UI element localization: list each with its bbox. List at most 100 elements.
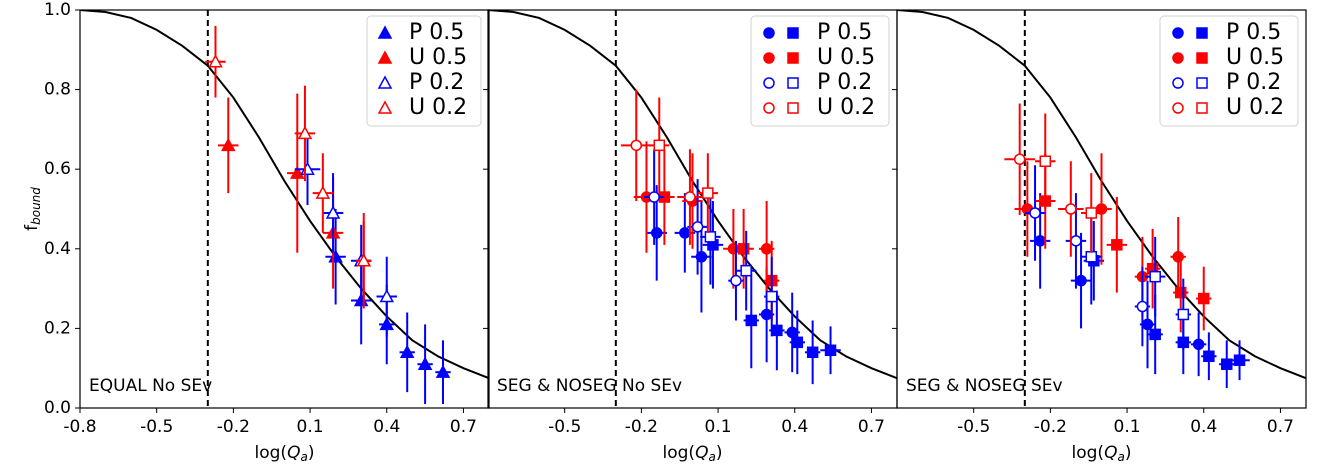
y-axis-label-part: bound (29, 187, 43, 225)
legend-label: U 0.5 (409, 45, 467, 70)
data-point (630, 139, 643, 152)
data-point (791, 336, 804, 349)
legend-marker (763, 102, 775, 114)
x-tick-label: 0.4 (781, 417, 808, 437)
data-point (1203, 350, 1215, 363)
legend-label: U 0.2 (1226, 95, 1284, 120)
data-point (220, 137, 236, 152)
legend-label: P 0.5 (409, 20, 464, 45)
data-point (824, 344, 837, 357)
data-point (1029, 207, 1041, 219)
legend-label: U 0.2 (409, 95, 467, 120)
data-point (1013, 153, 1026, 165)
x-axis-label-part: a (300, 450, 307, 464)
x-axis-label-part: Q (695, 443, 708, 463)
data-point (325, 205, 341, 219)
data-point (771, 324, 783, 337)
x-tick-label: -0.2 (625, 417, 658, 437)
data-point (356, 253, 372, 267)
legend-label: U 0.2 (817, 95, 875, 120)
data-point (1085, 207, 1098, 219)
legend-marker (763, 77, 775, 89)
data-point (760, 308, 773, 321)
x-axis-label-part: a (708, 450, 715, 464)
y-axis-label-part: f (22, 224, 42, 231)
y-tick-label: 0.8 (44, 80, 71, 100)
plot-area (80, 10, 489, 408)
x-tick-label: 0.1 (297, 417, 324, 437)
data-point (737, 243, 750, 255)
y-tick-label: 0.6 (44, 159, 71, 179)
y-tick-label: 1.0 (44, 0, 71, 20)
data-point (1085, 251, 1098, 263)
legend-marker (377, 100, 393, 114)
legend-marker (787, 102, 799, 114)
data-point (379, 288, 395, 303)
x-axis-label: log(Qa) (663, 443, 723, 464)
x-axis-label-part: a (1117, 450, 1124, 464)
x-axis-label: log(Qa) (255, 443, 315, 464)
data-point (1174, 286, 1187, 299)
legend-marker (1196, 102, 1208, 114)
x-axis-label-part: log( (663, 443, 696, 463)
data-point (806, 346, 819, 359)
x-tick-label: 0.4 (1190, 417, 1217, 437)
y-tick-label: 0.4 (44, 239, 71, 259)
panel-frame (896, 9, 1307, 409)
data-point (695, 251, 708, 263)
data-point (1065, 203, 1077, 215)
x-tick-label: -0.5 (140, 417, 173, 437)
panel-annotation: SEG & NOSEG SEv (906, 376, 1063, 396)
legend-marker (1172, 52, 1184, 64)
data-point (760, 243, 773, 255)
plot-area (488, 10, 897, 408)
data-point (297, 125, 313, 140)
x-tick-label: 0.7 (858, 417, 885, 437)
data-point (684, 191, 696, 203)
data-point (740, 264, 752, 277)
x-tick-label: 0.7 (450, 417, 477, 437)
x-tick-label: -0.2 (1034, 417, 1067, 437)
legend-marker (1172, 102, 1184, 114)
legend-marker (377, 75, 393, 89)
x-axis-label-part: log( (1072, 443, 1105, 463)
legend-marker (377, 25, 393, 39)
data-point (653, 139, 666, 152)
x-axis-label-part: ) (308, 443, 315, 463)
x-tick-label: 0.4 (373, 417, 400, 437)
x-tick-label: -0.5 (957, 417, 990, 437)
legend-marker (787, 77, 799, 89)
data-point (1221, 358, 1233, 370)
data-point (1233, 354, 1246, 366)
y-tick-label: 0.2 (44, 318, 71, 338)
panel-annotation: SEG & NOSEG No SEv (497, 376, 682, 396)
x-tick-label: -0.8 (63, 417, 96, 437)
legend-box (1159, 15, 1299, 127)
panel-frame (79, 9, 490, 409)
legend-box (366, 15, 482, 127)
data-point (765, 290, 778, 303)
data-point (1177, 308, 1190, 321)
legend-marker (787, 52, 799, 64)
legend-marker (763, 52, 775, 64)
legend-marker (1196, 27, 1208, 39)
x-axis-label-part: Q (287, 443, 300, 463)
data-point (1070, 235, 1082, 247)
legend-label: P 0.5 (1226, 20, 1281, 45)
x-tick-label: 0.1 (705, 417, 732, 437)
legend-label: P 0.2 (1226, 70, 1281, 95)
data-point (1136, 300, 1149, 313)
legend-label: U 0.5 (1226, 45, 1284, 70)
legend-marker (1196, 52, 1208, 64)
data-point (290, 165, 305, 179)
x-axis-label-part: ) (1125, 443, 1132, 463)
data-point (702, 187, 714, 199)
data-point (1075, 274, 1087, 287)
data-point (208, 54, 223, 68)
data-point (1149, 328, 1161, 341)
data-point (745, 314, 758, 327)
data-point (730, 274, 742, 287)
data-point (1111, 239, 1123, 251)
x-tick-label: -0.2 (217, 417, 250, 437)
